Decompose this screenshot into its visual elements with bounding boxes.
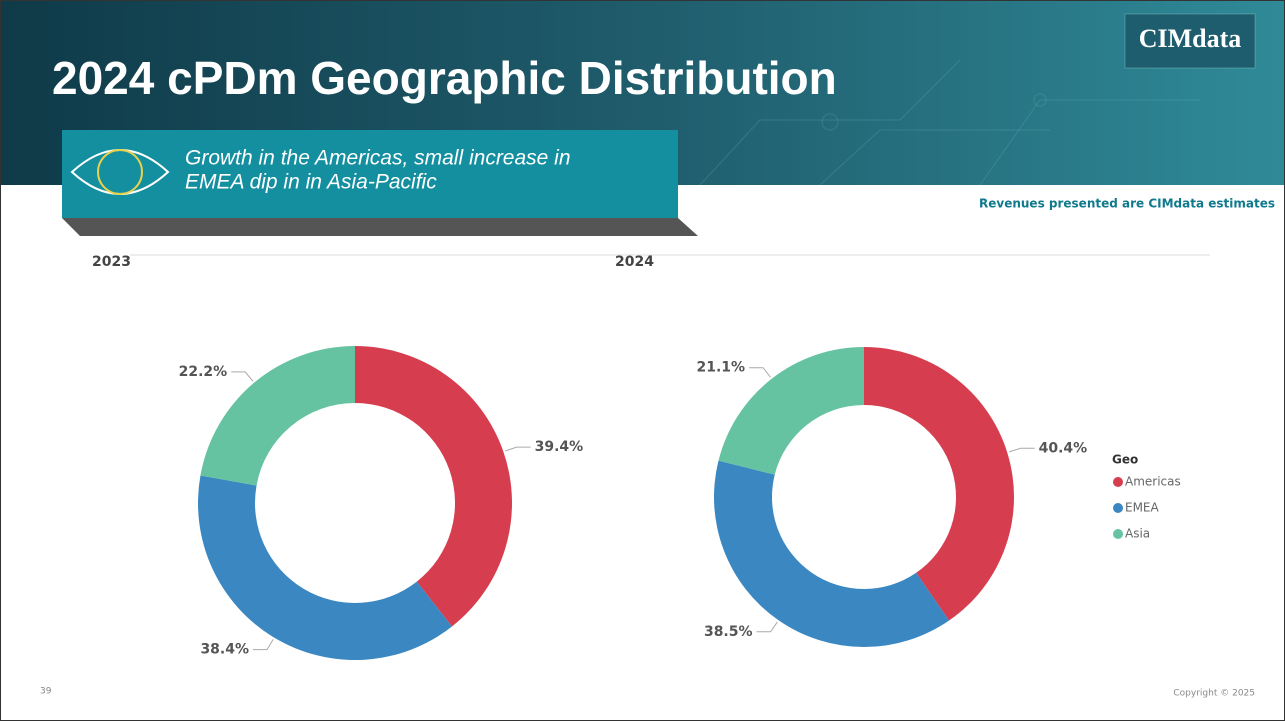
leader-line	[231, 371, 254, 382]
slide-title: 2024 cPDm Geographic Distribution	[52, 52, 837, 104]
donut-segment	[200, 346, 355, 486]
donut-segment	[864, 347, 1015, 621]
data-label: 21.1%	[696, 360, 745, 376]
leader-line	[756, 621, 778, 633]
callout-text: EMEA dip in in Asia-Pacific	[185, 171, 437, 194]
donut-segment	[718, 347, 864, 475]
legend-label: Americas	[1125, 475, 1181, 489]
logo-box	[1124, 13, 1256, 69]
page-number: 39	[40, 687, 52, 697]
legend-title: Geo	[1112, 453, 1138, 467]
leader-line	[1008, 447, 1035, 453]
legend-swatch	[1113, 529, 1123, 539]
data-label: 22.2%	[179, 364, 228, 380]
header-decoration	[699, 59, 1200, 186]
chart-title: 2023	[92, 254, 131, 270]
legend-label: EMEA	[1125, 501, 1160, 515]
callout-shadow	[62, 218, 698, 236]
donut-segment	[355, 346, 512, 627]
data-label: 38.5%	[704, 624, 753, 640]
data-label: 38.4%	[200, 642, 249, 658]
data-label: 39.4%	[535, 439, 584, 455]
legend-swatch	[1113, 477, 1123, 487]
legend-swatch	[1113, 503, 1123, 513]
logo: CIMdata	[1139, 24, 1242, 53]
data-label: 40.4%	[1039, 440, 1088, 456]
callout-icon	[70, 149, 170, 195]
leader-line	[253, 639, 274, 651]
note: Revenues presented are CIMdata estimates	[979, 197, 1275, 211]
chart-title: 2024	[615, 254, 654, 270]
leader-line	[505, 446, 531, 452]
legend-label: Asia	[1125, 527, 1150, 541]
leader-line	[749, 367, 771, 378]
callout-text: Growth in the Americas, small increase i…	[185, 147, 571, 170]
copyright: Copyright © 2025	[1173, 689, 1255, 699]
donut-segment	[713, 460, 950, 647]
donut-segment	[198, 475, 453, 660]
